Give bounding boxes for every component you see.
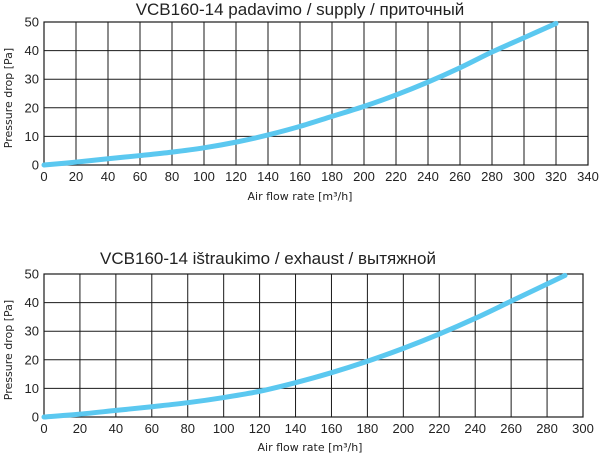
x-tick-label: 180: [321, 169, 343, 184]
x-tick-label: 80: [180, 421, 194, 436]
y-tick-label: 40: [25, 295, 39, 310]
x-tick-label: 280: [481, 169, 503, 184]
x-tick-label: 180: [357, 421, 379, 436]
x-tick-label: 140: [285, 421, 307, 436]
x-tick-label: 20: [73, 421, 87, 436]
x-tick-label: 100: [193, 169, 215, 184]
x-tick-label: 320: [545, 169, 567, 184]
y-tick-label: 50: [25, 15, 39, 30]
y-tick-label: 30: [25, 324, 39, 339]
x-tick-label: 40: [101, 169, 115, 184]
x-tick-label: 100: [213, 421, 235, 436]
y-tick-label: 10: [25, 129, 39, 144]
x-tick-label: 60: [133, 169, 147, 184]
y-tick-label: 20: [25, 100, 39, 115]
x-tick-label: 300: [513, 169, 535, 184]
x-tick-label: 200: [392, 421, 414, 436]
x-tick-label: 280: [536, 421, 558, 436]
plot-frame: [43, 273, 584, 418]
y-tick-label: 0: [32, 410, 39, 425]
x-axis-label: Air flow rate [m³/h]: [248, 190, 353, 203]
y-tick-label: 40: [25, 43, 39, 58]
x-tick-label: 160: [321, 421, 343, 436]
x-tick-label: 300: [572, 421, 594, 436]
plot-frame: [43, 21, 589, 166]
y-axis-label: Pressure drop [Pa]: [2, 48, 15, 148]
y-tick-label: 50: [25, 267, 39, 282]
x-tick-label: 340: [577, 169, 599, 184]
x-tick-label: 0: [40, 169, 47, 184]
x-tick-label: 40: [109, 421, 123, 436]
series-line: [41, 272, 568, 420]
chart-title: VCB160-14 padavimo / supply / приточный: [136, 0, 465, 19]
x-tick-label: 60: [145, 421, 159, 436]
exhaust-chart: VCB160-14 ištraukimo / exhaust / вытяжно…: [2, 249, 594, 454]
x-tick-label: 120: [225, 169, 247, 184]
x-tick-label: 160: [289, 169, 311, 184]
x-tick-label: 0: [40, 421, 47, 436]
x-tick-label: 80: [165, 169, 179, 184]
supply-chart: VCB160-14 padavimo / supply / приточный …: [2, 0, 599, 203]
series-line: [41, 20, 559, 168]
y-axis-label: Pressure drop [Pa]: [2, 300, 15, 400]
x-tick-label: 200: [353, 169, 375, 184]
x-tick-label: 20: [69, 169, 83, 184]
y-tick-label: 30: [25, 72, 39, 87]
x-tick-label: 220: [428, 421, 450, 436]
x-axis-label: Air flow rate [m³/h]: [258, 441, 363, 454]
y-tick-label: 0: [32, 158, 39, 173]
x-tick-label: 260: [500, 421, 522, 436]
y-tick-label: 20: [25, 352, 39, 367]
x-tick-label: 140: [257, 169, 279, 184]
x-tick-label: 120: [249, 421, 271, 436]
x-tick-label: 240: [464, 421, 486, 436]
x-tick-label: 220: [385, 169, 407, 184]
x-tick-label: 240: [417, 169, 439, 184]
x-tick-label: 260: [449, 169, 471, 184]
y-tick-label: 10: [25, 381, 39, 396]
chart-title: VCB160-14 ištraukimo / exhaust / вытяжно…: [100, 249, 436, 268]
